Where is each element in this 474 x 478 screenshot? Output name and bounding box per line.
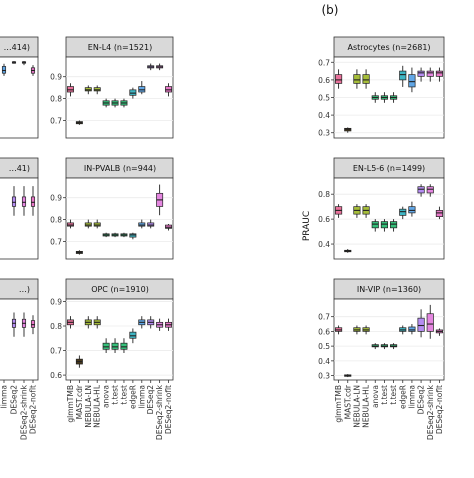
x-tick-label: DESeq2 (10, 385, 19, 415)
box (408, 326, 416, 332)
y-tick-label: 0.8 (50, 322, 62, 331)
box (408, 74, 416, 88)
y-tick-label: 0.6 (318, 327, 330, 336)
y-tick-label: 0.5 (318, 342, 330, 351)
panel-title: …) (19, 285, 30, 294)
x-tick-label: anova (371, 385, 380, 408)
y-tick-label: 0.9 (50, 73, 62, 82)
box (111, 342, 119, 350)
box (417, 317, 425, 332)
box (399, 70, 407, 81)
x-tick-label: t.test (380, 385, 389, 405)
panel-title: Astrocytes (n=2681) (347, 43, 430, 52)
y-tick-label: 0.3 (318, 372, 330, 381)
x-tick-label: DESeq2-noflt (29, 385, 38, 434)
x-tick-label: t.test (389, 385, 398, 405)
y-tick-label: 0.5 (318, 94, 330, 103)
y-tick-label: 0.7 (50, 237, 62, 246)
panel-plot-area (0, 177, 39, 260)
box (408, 206, 416, 214)
box (120, 342, 128, 350)
y-tick-label: 0.8 (318, 190, 330, 199)
box (380, 221, 388, 229)
y-tick-label: 0.9 (50, 297, 62, 306)
x-tick-label: glmmTMB (66, 385, 75, 423)
box (1, 66, 7, 74)
x-tick-label: limma (407, 385, 416, 408)
panel-title: …414) (4, 43, 30, 52)
y-tick-label: 0.7 (318, 58, 330, 67)
y-tick-label: 0.7 (318, 313, 330, 322)
box (11, 196, 17, 207)
x-tick-label: t.test (119, 385, 128, 405)
x-tick-label: DESeq2-shrink (20, 384, 29, 440)
panel-plot-area (65, 56, 174, 139)
x-tick-label: MAST.cdr (75, 384, 84, 419)
x-tick-label: DESeq2-shrink (426, 384, 435, 440)
box (353, 74, 361, 84)
y-tick-label: 0.6 (318, 76, 330, 85)
box (426, 70, 434, 77)
box (426, 313, 434, 332)
box (417, 186, 425, 194)
x-tick-label: DESeq2-noflt (435, 385, 444, 434)
x-tick-label: NEBULA-LN (84, 385, 93, 428)
x-tick-label: t.test (111, 385, 120, 405)
panel-plot-area (0, 298, 39, 381)
y-tick-label: 0.4 (318, 240, 330, 249)
box (362, 74, 370, 84)
y-tick-label: 0.4 (318, 357, 330, 366)
x-tick-label: edgeR (398, 385, 407, 409)
x-tick-label: DESeq2 (417, 385, 426, 415)
x-tick-label: MAST.cdr (343, 384, 352, 419)
panel-title: OPC (n=1910) (91, 285, 149, 294)
panel-plot-area (65, 298, 174, 381)
panel-title: …41) (9, 164, 30, 173)
panel-title: IN-VIP (n=1360) (357, 285, 421, 294)
box (102, 342, 110, 350)
y-tick-label: 0.8 (50, 216, 62, 225)
y-tick-label: 0.7 (50, 116, 62, 125)
panel-title: IN-PVALB (n=944) (84, 164, 156, 173)
x-tick-label: glmmTMB (334, 385, 343, 423)
box (417, 70, 425, 77)
panel-b-label: (b) (322, 3, 339, 17)
x-tick-label: DESeq2-noflt (164, 385, 173, 434)
y-tick-label: 0.9 (50, 194, 62, 203)
x-tick-label: DESeq2 (146, 385, 155, 415)
box (21, 196, 27, 207)
box (30, 196, 36, 207)
y-tick-label: 0.8 (50, 95, 62, 104)
y-tick-label: 0.4 (318, 111, 330, 120)
x-tick-label: edgeR (128, 385, 137, 409)
box (30, 320, 36, 328)
y-axis-label: PRAUC (302, 211, 312, 241)
box (426, 186, 434, 194)
panel-title: EN-L4 (n=1521) (88, 43, 152, 52)
box (435, 210, 443, 217)
x-tick-label: NEBULA-LN (352, 385, 361, 428)
box (129, 331, 137, 339)
panel-title: EN-L5-6 (n=1499) (353, 164, 425, 173)
y-tick-label: 0.3 (318, 129, 330, 138)
y-tick-label: 0.6 (50, 371, 62, 380)
x-tick-label: DESeq2-shrink (155, 384, 164, 440)
box (390, 221, 398, 229)
x-tick-label: anova (102, 385, 111, 408)
x-tick-label: limma (0, 385, 9, 408)
x-tick-label: NEBULA-HL (362, 384, 371, 428)
y-tick-label: 0.6 (318, 215, 330, 224)
box (399, 208, 407, 216)
panel-plot-area (333, 177, 445, 260)
y-tick-label: 0.7 (50, 347, 62, 356)
panel-plot-area (65, 177, 174, 260)
box (435, 70, 443, 77)
panel-plot-area (333, 298, 445, 381)
x-tick-label: NEBULA-HL (93, 384, 102, 428)
box (335, 74, 343, 84)
box (371, 221, 379, 229)
x-tick-label: limma (137, 385, 146, 408)
